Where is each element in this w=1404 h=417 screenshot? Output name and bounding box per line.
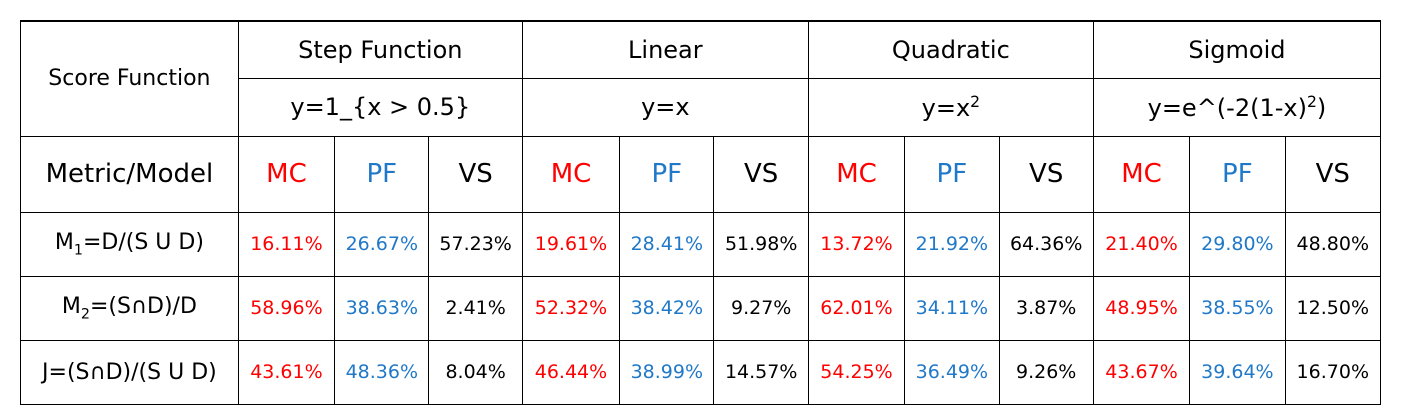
value-cell: 16.11%	[237, 211, 336, 277]
header-row-function-names: Score Function Step Function Linear Quad…	[20, 20, 1382, 137]
value-cell: 46.44%	[521, 339, 621, 405]
model-mc: MC	[807, 135, 906, 213]
table-row: J=(S∩D)/(S U D) 43.61% 48.36% 8.04% 46.4…	[20, 339, 1382, 405]
model-mc: MC	[1092, 135, 1191, 213]
value-cell: 14.57%	[713, 339, 809, 405]
value-cell: 21.92%	[904, 211, 1000, 277]
metric-m2: M2=(S∩D)/D	[20, 275, 239, 341]
formula-sigmoid-post: )	[1316, 93, 1327, 122]
value-cell: 26.67%	[334, 211, 430, 277]
value-cell: 48.36%	[334, 339, 430, 405]
score-function-table: Score Function Step Function Linear Quad…	[20, 20, 1382, 405]
model-vs: VS	[998, 135, 1094, 213]
formula-quadratic-exponent: 2	[970, 92, 981, 111]
model-mc: MC	[237, 135, 336, 213]
value-cell: 38.99%	[619, 339, 715, 405]
value-cell: 57.23%	[428, 211, 523, 277]
table-row: M2=(S∩D)/D 58.96% 38.63% 2.41% 52.32% 38…	[20, 275, 1382, 341]
value-cell: 16.70%	[1284, 339, 1382, 405]
function-name-linear: Linear	[521, 20, 809, 79]
model-vs: VS	[1284, 135, 1382, 213]
model-pf: PF	[619, 135, 715, 213]
value-cell: 28.41%	[619, 211, 715, 277]
value-cell: 2.41%	[428, 275, 523, 341]
value-cell: 9.26%	[998, 339, 1094, 405]
value-cell: 52.32%	[521, 275, 621, 341]
value-cell: 36.49%	[904, 339, 1000, 405]
model-pf: PF	[904, 135, 1000, 213]
value-cell: 21.40%	[1092, 211, 1191, 277]
value-cell: 38.63%	[334, 275, 430, 341]
value-cell: 48.95%	[1092, 275, 1191, 341]
value-cell: 39.64%	[1189, 339, 1286, 405]
value-cell: 29.80%	[1189, 211, 1286, 277]
value-cell: 9.27%	[713, 275, 809, 341]
value-cell: 38.55%	[1189, 275, 1286, 341]
formula-sigmoid-pre: y=e^(-2(1-x)	[1147, 93, 1307, 122]
function-name-sigmoid: Sigmoid	[1092, 20, 1382, 79]
value-cell: 64.36%	[998, 211, 1094, 277]
formula-sigmoid-exponent: 2	[1306, 92, 1317, 111]
metric-model-header: Metric/Model	[20, 135, 239, 213]
formula-sigmoid: y=e^(-2(1-x)2)	[1092, 77, 1382, 137]
value-cell: 43.61%	[237, 339, 336, 405]
value-cell: 13.72%	[807, 211, 906, 277]
formula-step: y=1_{x > 0.5}	[237, 77, 523, 137]
model-vs: VS	[713, 135, 809, 213]
value-cell: 58.96%	[237, 275, 336, 341]
model-vs: VS	[428, 135, 523, 213]
model-pf: PF	[334, 135, 430, 213]
formula-quadratic: y=x2	[807, 77, 1094, 137]
value-cell: 12.50%	[1284, 275, 1382, 341]
metric-j: J=(S∩D)/(S U D)	[20, 339, 239, 405]
model-pf: PF	[1189, 135, 1286, 213]
formula-linear: y=x	[521, 77, 809, 137]
formula-quadratic-base: y=x	[921, 93, 971, 122]
header-row-models: Metric/Model MC PF VS MC PF VS MC PF VS …	[20, 135, 1382, 213]
model-mc: MC	[521, 135, 621, 213]
value-cell: 38.42%	[619, 275, 715, 341]
value-cell: 43.67%	[1092, 339, 1191, 405]
value-cell: 19.61%	[521, 211, 621, 277]
function-name-quadratic: Quadratic	[807, 20, 1094, 79]
value-cell: 48.80%	[1284, 211, 1382, 277]
value-cell: 51.98%	[713, 211, 809, 277]
function-name-step: Step Function	[237, 20, 523, 79]
value-cell: 34.11%	[904, 275, 1000, 341]
value-cell: 8.04%	[428, 339, 523, 405]
value-cell: 62.01%	[807, 275, 906, 341]
score-function-header: Score Function	[20, 20, 239, 137]
metric-m1: M1=D/(S U D)	[20, 211, 239, 277]
table-row: M1=D/(S U D) 16.11% 26.67% 57.23% 19.61%…	[20, 211, 1382, 277]
header-row-formulas: y=1_{x > 0.5} y=x y=x2 y=e^(-2(1-x)2)	[21, 77, 1382, 137]
value-cell: 54.25%	[807, 339, 906, 405]
value-cell: 3.87%	[998, 275, 1094, 341]
